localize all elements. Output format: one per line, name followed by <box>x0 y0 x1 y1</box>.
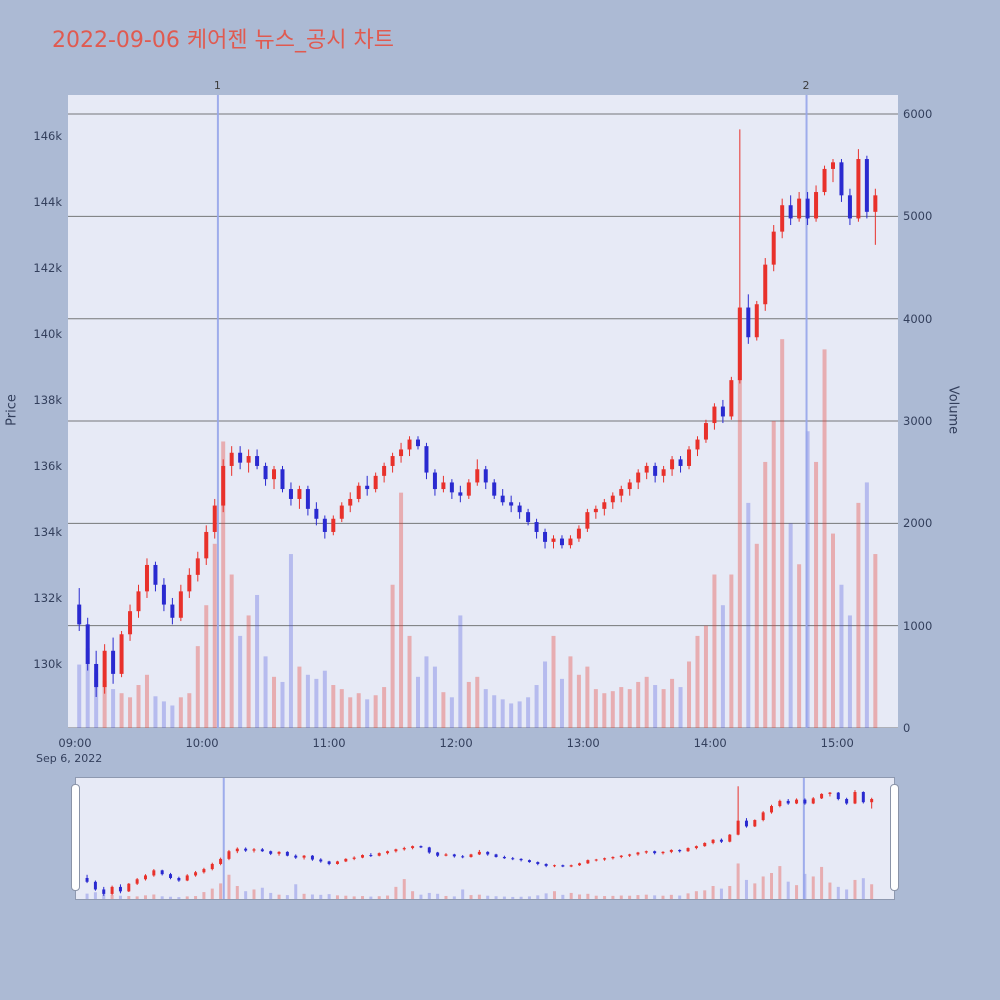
annotation-label-2: 2 <box>802 79 810 92</box>
time-tick-label: 13:00 <box>566 736 600 750</box>
volume-tick-label: 1000 <box>903 618 933 633</box>
volume-tick-label: 2000 <box>903 516 933 531</box>
volume-axis-title: Volume <box>945 385 961 435</box>
price-tick-label: 130k <box>33 656 62 671</box>
price-tick-label: 136k <box>33 458 62 473</box>
volume-tick-label: 6000 <box>903 107 933 122</box>
price-tick-label: 144k <box>33 194 62 209</box>
main-candlestick-plot[interactable] <box>68 95 898 728</box>
price-tick-label: 132k <box>33 590 62 605</box>
volume-tick-label: 0 <box>903 721 911 735</box>
price-tick-label: 142k <box>33 260 62 275</box>
volume-tick-label: 5000 <box>903 209 933 224</box>
volume-tick-label: 4000 <box>903 311 933 326</box>
volume-tick-label: 3000 <box>903 414 933 429</box>
time-tick-label: 11:00 <box>312 736 346 750</box>
chart-title: 2022-09-06 케어젠 뉴스_공시 차트 <box>52 28 394 53</box>
main-plot-area[interactable] <box>68 95 898 728</box>
time-tick-label: 12:00 <box>439 736 473 750</box>
price-tick-label: 140k <box>33 326 62 341</box>
price-tick-label: 146k <box>33 128 62 143</box>
annotation-label-1: 1 <box>213 79 221 92</box>
x-axis-date-label: Sep 6, 2022 <box>36 752 103 765</box>
time-tick-label: 10:00 <box>185 736 219 750</box>
time-tick-label: 09:00 <box>58 736 92 750</box>
price-tick-label: 134k <box>33 524 62 539</box>
range-slider-plot[interactable] <box>76 778 894 899</box>
price-tick-label: 138k <box>33 392 62 407</box>
range-slider-left-handle[interactable] <box>71 784 80 891</box>
range-slider-right-handle[interactable] <box>890 784 899 891</box>
time-tick-label: 14:00 <box>693 736 727 750</box>
time-tick-label: 15:00 <box>820 736 854 750</box>
range-slider[interactable] <box>71 777 899 900</box>
